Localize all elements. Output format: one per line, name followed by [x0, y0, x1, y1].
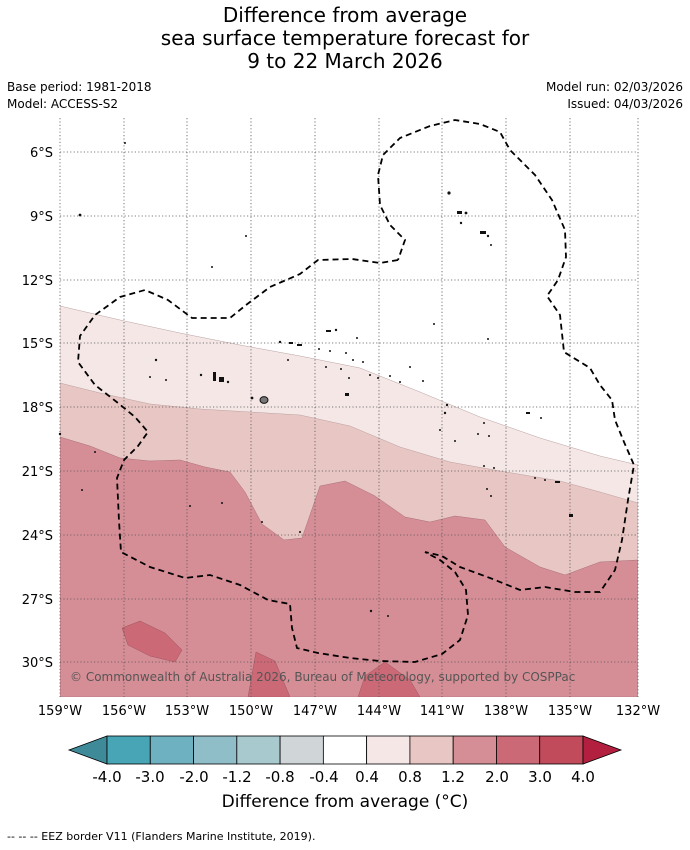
band-3-0-east [357, 661, 421, 697]
colorbar-labels: -4.0 -3.0 -2.0 -1.2 -0.8 -0.4 0.4 0.8 1.… [92, 768, 595, 786]
colorbar-bin [366, 735, 411, 765]
band-3-0-center [247, 651, 291, 697]
meta-right: Model run: 02/03/2026 Issued: 04/03/2026 [546, 79, 683, 113]
base-period: Base period: 1981-2018 [7, 80, 152, 94]
model-name: Model: ACCESS-S2 [7, 97, 119, 111]
meta-left: Base period: 1981-2018 Model: ACCESS-S2 [7, 79, 152, 113]
anomaly-field [60, 118, 638, 697]
lon-label: 150°W [229, 704, 273, 719]
lat-label: 6°S [30, 146, 53, 161]
lon-axis-labels: 159°W 156°W 153°W 150°W 147°W 144°W 141°… [38, 704, 660, 719]
colorbar-bin [539, 735, 584, 765]
lon-label: 138°W [484, 704, 528, 719]
lat-label: 15°S [22, 337, 53, 352]
lat-label: 18°S [22, 401, 53, 416]
issued-date: Issued: 04/03/2026 [567, 97, 683, 111]
eez-border [77, 119, 635, 663]
lon-label: 132°W [616, 704, 660, 719]
colorbar-label: -1.2 [222, 768, 251, 786]
islands [58, 142, 573, 617]
lon-label: 147°W [293, 704, 337, 719]
lat-label: 12°S [22, 274, 53, 289]
colorbar-extend-high [582, 735, 623, 765]
colorbar-bin [149, 735, 194, 765]
colorbar-label: -2.0 [179, 768, 208, 786]
lon-label: 159°W [38, 704, 82, 719]
colorbar-label: 1.2 [441, 768, 465, 786]
colorbar-extend-low [67, 735, 108, 765]
colorbar-label: 4.0 [571, 768, 595, 786]
lat-label: 21°S [22, 465, 53, 480]
colorbar-label: 0.8 [398, 768, 422, 786]
lat-label: 24°S [22, 529, 53, 544]
lon-label: 135°W [548, 704, 592, 719]
colorbar-label: -3.0 [135, 768, 164, 786]
colorbar-label: -0.4 [309, 768, 338, 786]
colorbar-bin [322, 735, 368, 765]
footer-eez-note: -- -- -- EEZ border V11 (Flanders Marine… [7, 830, 316, 843]
band-3-0-west [121, 620, 183, 663]
lon-label: 156°W [102, 704, 146, 719]
colorbar-bin [106, 735, 151, 765]
colorbar-label: 0.4 [355, 768, 379, 786]
title-line-1: Difference from average [222, 3, 468, 27]
model-run: Model run: 02/03/2026 [545, 80, 683, 94]
lat-label: 9°S [30, 210, 53, 225]
colorbar-bin [409, 735, 454, 765]
title-line-3: 9 to 22 March 2026 [247, 49, 443, 73]
title-line-2: sea surface temperature forecast for [160, 26, 530, 50]
lat-label: 27°S [22, 593, 53, 608]
band-2-0 [60, 436, 638, 697]
lat-axis-labels: 6°S 9°S 12°S 15°S 18°S 21°S 24°S 27°S 30… [22, 146, 53, 671]
lat-label: 30°S [22, 656, 53, 671]
lon-label: 153°W [165, 704, 209, 719]
lon-label: 144°W [357, 704, 401, 719]
colorbar-bin [236, 735, 281, 765]
colorbar-label: -0.8 [265, 768, 294, 786]
colorbar-label: 3.0 [528, 768, 552, 786]
copyright-text: © Commonwealth of Australia 2026, Bureau… [70, 670, 575, 684]
colorbar-unit-label: Difference from average (°C) [221, 792, 469, 812]
colorbar-bin [193, 735, 238, 765]
colorbar-bin [496, 735, 541, 765]
colorbar-label: -4.0 [92, 768, 121, 786]
colorbar-label: 2.0 [485, 768, 509, 786]
colorbar-bin [452, 735, 497, 765]
chart-title: Difference from average sea surface temp… [0, 4, 690, 73]
colorbar-bin [279, 735, 324, 765]
colorbar [67, 735, 623, 765]
lon-label: 141°W [420, 704, 464, 719]
